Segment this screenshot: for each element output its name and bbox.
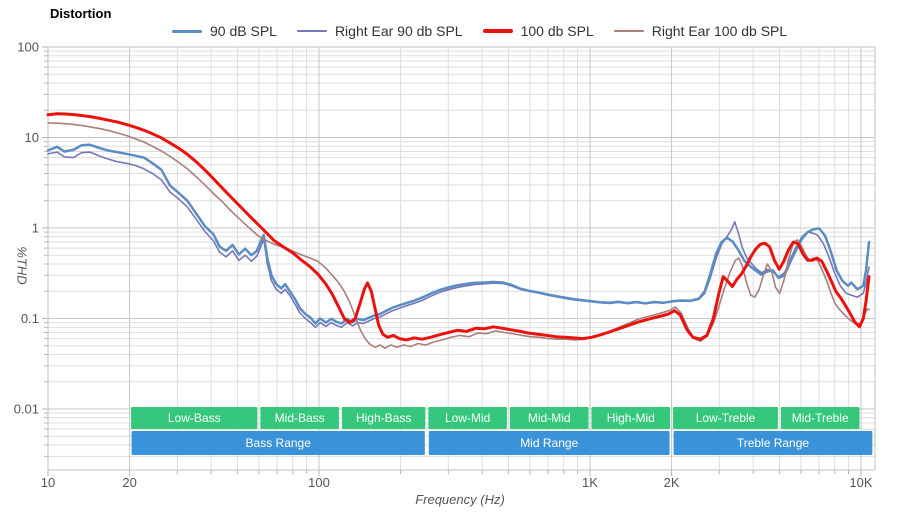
band-mid-bass	[260, 407, 339, 429]
y-tick-label-0-1: 0.1	[21, 311, 39, 326]
x-axis-title: Frequency (Hz)	[415, 492, 505, 507]
y-tick-label-1: 1	[32, 221, 39, 236]
band-low-mid	[428, 407, 507, 429]
legend: 90 dB SPL Right Ear 90 db SPL 100 db SPL…	[172, 23, 787, 39]
band-label-high-mid: High-Mid	[607, 411, 655, 425]
band-low-bass	[131, 407, 258, 429]
axis-tick-labels: 100 10 1 0.1 0.01 10 20 100 1K 2K 10K	[14, 40, 873, 491]
x-tick-label-2k: 2K	[664, 475, 680, 490]
legend-label-100-db-spl: 100 db SPL	[520, 23, 594, 39]
y-tick-label-10: 10	[25, 130, 39, 145]
legend-item-100-db-spl[interactable]: 100 db SPL	[482, 23, 594, 39]
y-axis-title: %THD	[14, 246, 30, 285]
page-title: Distortion	[50, 6, 112, 21]
band-label-mid-bass: Mid-Bass	[275, 411, 325, 425]
series-path-100-db-spl	[46, 112, 871, 342]
legend-swatch-right-ear-90-db-spl-icon	[296, 30, 327, 32]
band-label-mid-treble: Mid-Treble	[792, 411, 849, 425]
x-tick-label-20: 20	[122, 475, 136, 490]
series-path-90-db-spl	[46, 143, 871, 325]
range-mid-range	[428, 431, 670, 455]
legend-swatch-100-db-spl-icon	[482, 29, 513, 33]
band-label-low-bass: Low-Bass	[168, 411, 221, 425]
range-treble-range	[673, 431, 873, 455]
range-label-bass-range: Bass Range	[246, 436, 312, 450]
band-mid-treble	[780, 407, 860, 429]
band-low-treble	[673, 407, 778, 429]
x-tick-label-100: 100	[308, 475, 330, 490]
x-tick-label-10k: 10K	[849, 475, 872, 490]
band-label-low-mid: Low-Mid	[445, 411, 490, 425]
range-label-mid-range: Mid Range	[520, 436, 578, 450]
band-label-mid-mid: Mid-Mid	[528, 411, 571, 425]
series-path-right-ear-90-db-spl	[47, 151, 870, 329]
range-label-treble-range: Treble Range	[737, 436, 810, 450]
band-label-high-bass: High-Bass	[356, 411, 411, 425]
legend-item-right-ear-90-db-spl[interactable]: Right Ear 90 db SPL	[296, 23, 463, 39]
band-high-mid	[591, 407, 671, 429]
series-path-right-ear-100-db-spl	[47, 122, 870, 350]
frequency-bands: Low-Bass Mid-Bass High-Bass Low-Mid Mid-Mid H…	[131, 407, 873, 455]
legend-label-right-ear-90-db-spl: Right Ear 90 db SPL	[334, 23, 463, 39]
legend-swatch-90-db-spl-icon	[172, 29, 202, 33]
legend-label-90-db-spl: 90 dB SPL	[210, 23, 277, 39]
legend-item-90-db-spl[interactable]: 90 dB SPL	[172, 23, 277, 39]
band-mid-mid	[509, 407, 589, 429]
range-bass-range	[131, 431, 425, 455]
band-high-bass	[341, 407, 426, 429]
x-tick-label-1k: 1K	[582, 475, 598, 490]
legend-item-right-ear-100-db-spl[interactable]: Right Ear 100 db SPL	[613, 23, 788, 39]
series-curves	[46, 112, 871, 350]
plot-border	[47, 46, 876, 471]
x-tick-label-10: 10	[41, 475, 55, 490]
y-tick-label-100: 100	[17, 40, 39, 55]
legend-swatch-right-ear-100-db-spl-icon	[613, 30, 644, 32]
legend-label-right-ear-100-db-spl: Right Ear 100 db SPL	[651, 23, 788, 39]
band-label-low-treble: Low-Treble	[696, 411, 756, 425]
y-tick-label-0-01: 0.01	[14, 402, 39, 417]
